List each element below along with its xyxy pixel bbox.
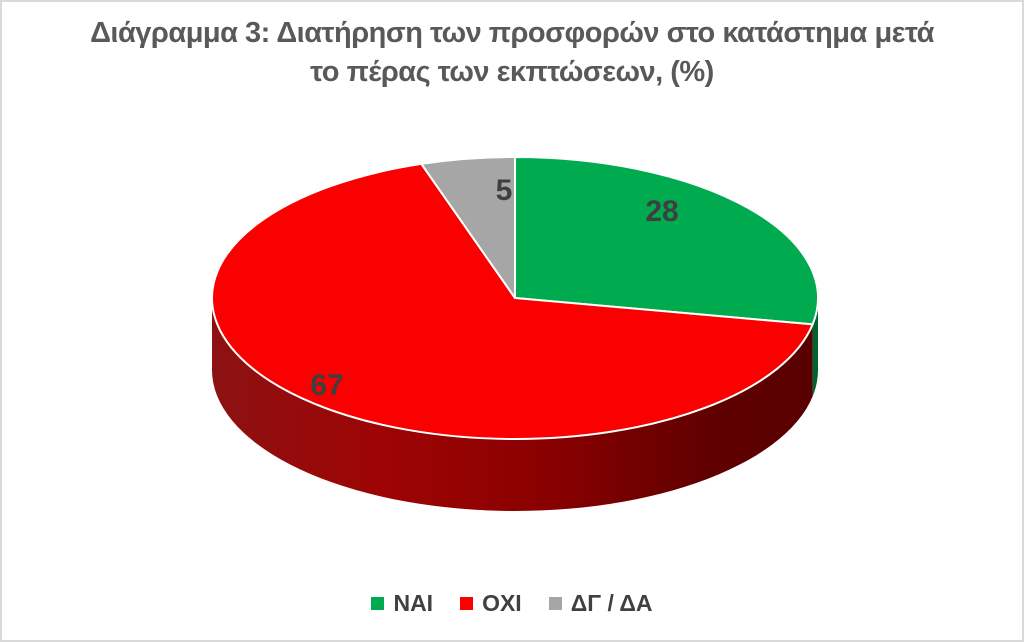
chart-title: Διάγραμμα 3: Διατήρηση των προσφορών στο… [2,14,1022,92]
data-label-ΔΓ / ΔΑ: 5 [496,174,513,207]
chart-title-line-1: Διάγραμμα 3: Διατήρηση των προσφορών στο… [90,17,934,49]
legend-item-oxi: ΟΧΙ [460,590,522,617]
data-label-ΝΑΙ: 28 [645,195,678,228]
data-label-ΟΧΙ: 67 [310,369,343,402]
legend-label-oxi: ΟΧΙ [482,590,522,616]
legend-swatch-oxi [460,597,474,610]
pie-slice-ΔΓ / ΔΑ [420,156,516,299]
legend-item-dg-da: ΔΓ / ΔΑ [548,590,653,617]
legend: ΝΑΙ ΟΧΙ ΔΓ / ΔΑ [2,590,1022,617]
legend-item-nai: ΝΑΙ [371,590,433,617]
pie-side-ΟΧΙ [212,298,813,511]
pie-data-labels: 28 67 5 [310,174,678,402]
legend-label-nai: ΝΑΙ [393,590,434,616]
legend-label-dg-da: ΔΓ / ΔΑ [570,590,653,616]
legend-swatch-nai [371,597,385,610]
chart-title-line-2: το πέρας των εκπτώσεων, (%) [310,56,714,88]
pie-slice-ΟΧΙ [211,162,814,440]
pie-slices [211,156,819,440]
pie-slice-ΝΑΙ [514,156,819,326]
legend-swatch-dg-da [548,597,562,610]
